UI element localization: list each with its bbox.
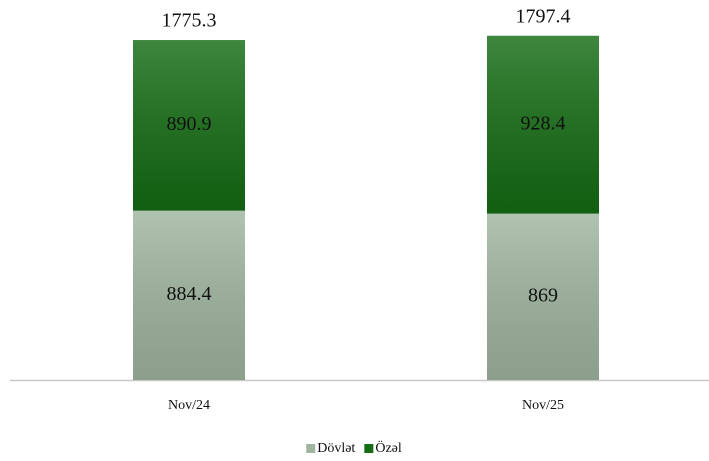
- bar-shade: [487, 35, 599, 214]
- x-tick-label: Nov/24: [168, 398, 210, 413]
- total-label: 1797.4: [516, 5, 571, 27]
- bar-shade: [487, 213, 599, 380]
- bar-shade: [133, 40, 245, 211]
- x-tick-label: Nov/25: [522, 398, 564, 413]
- bar-shade: [133, 210, 245, 380]
- data-label: 890.9: [167, 113, 212, 135]
- legend-label: Özəl: [375, 439, 402, 456]
- legend-swatch: [364, 444, 374, 453]
- data-label: 884.4: [167, 283, 212, 305]
- total-label: 1775.3: [162, 10, 217, 32]
- data-label: 928.4: [521, 112, 566, 134]
- legend-label: Dövlət: [317, 441, 355, 456]
- data-label: 869: [528, 284, 558, 306]
- legend-swatch: [306, 444, 316, 453]
